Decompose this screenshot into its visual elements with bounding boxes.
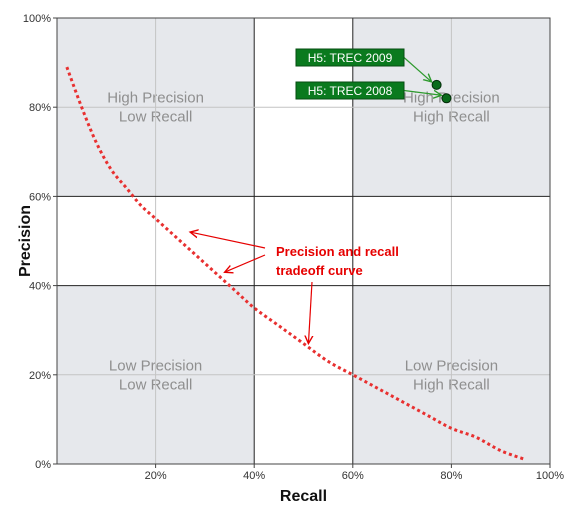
y-axis-label: Precision [17,205,34,277]
plot-frame [56,17,551,465]
x-tick-label: 80% [440,470,462,482]
x-tick-label: 40% [243,470,265,482]
point-label: H5: TREC 2008 [308,84,393,98]
y-tick-label: 0% [35,459,51,471]
point-label-arrow [403,91,441,96]
point-label-box [295,81,405,100]
curve-annotation-label: Precision and recall [276,244,399,259]
curve-annotation-arrow [308,281,312,344]
data-point [441,93,452,104]
curve-annotation-arrow [190,232,266,249]
x-tick-label: 60% [342,470,364,482]
y-tick-label: 60% [29,191,51,203]
point-label: H5: TREC 2009 [308,51,393,65]
x-tick-label: 100% [536,470,564,482]
data-point [431,79,442,90]
tradeoff-curve [65,66,526,461]
y-tick-label: 40% [29,281,51,293]
curve-annotation-label: tradeoff curve [276,263,363,278]
point-label-box [295,48,405,67]
x-axis-label: Recall [280,488,327,505]
curve-annotation-arrow [225,254,266,272]
y-tick-label: 20% [29,370,51,382]
y-tick-label: 80% [29,102,51,114]
y-tick-label: 100% [23,13,51,25]
x-tick-label: 20% [145,470,167,482]
point-label-arrow [403,57,432,82]
